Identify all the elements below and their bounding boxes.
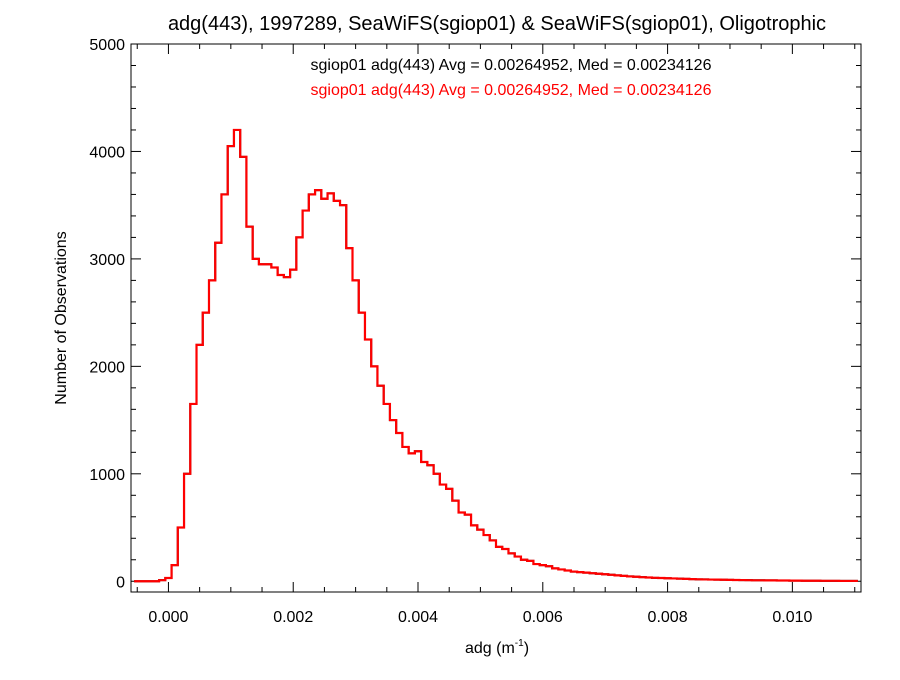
x-tick-label: 0.004 [398,609,438,626]
series-line-black [134,128,858,583]
x-axis-label: adg (m-1) [465,638,529,657]
plot-frame [130,43,862,593]
x-axis-tick-labels: 0.000 0.002 0.004 0.006 0.008 0.010 [148,609,812,626]
x-tick-label: 0.000 [148,609,188,626]
legend-entry-red: sgiop01 adg(443) Avg = 0.00264952, Med =… [311,82,712,99]
x-axis-ticks [136,44,856,592]
x-tick-label: 0.006 [523,609,563,626]
chart-title: adg(443), 1997289, SeaWiFS(sgiop01) & Se… [168,13,826,35]
series-line-red [134,128,858,583]
y-tick-label: 5000 [89,37,125,54]
y-tick-label: 2000 [89,359,125,376]
x-axis-label-superscript: -1 [515,638,524,649]
y-tick-label: 0 [116,574,125,591]
y-tick-label: 1000 [89,467,125,484]
x-tick-label: 0.002 [273,609,313,626]
y-axis-label: Number of Observations [53,231,70,404]
y-tick-label: 3000 [89,252,125,269]
y-axis-ticks [131,43,861,582]
y-tick-label: 4000 [89,144,125,161]
x-tick-label: 0.010 [772,609,812,626]
legend-entry-black: sgiop01 adg(443) Avg = 0.00264952, Med =… [311,57,712,74]
y-axis-tick-labels: 0 1000 2000 3000 4000 5000 [89,37,125,591]
series-layer [134,128,858,583]
x-tick-label: 0.008 [648,609,688,626]
